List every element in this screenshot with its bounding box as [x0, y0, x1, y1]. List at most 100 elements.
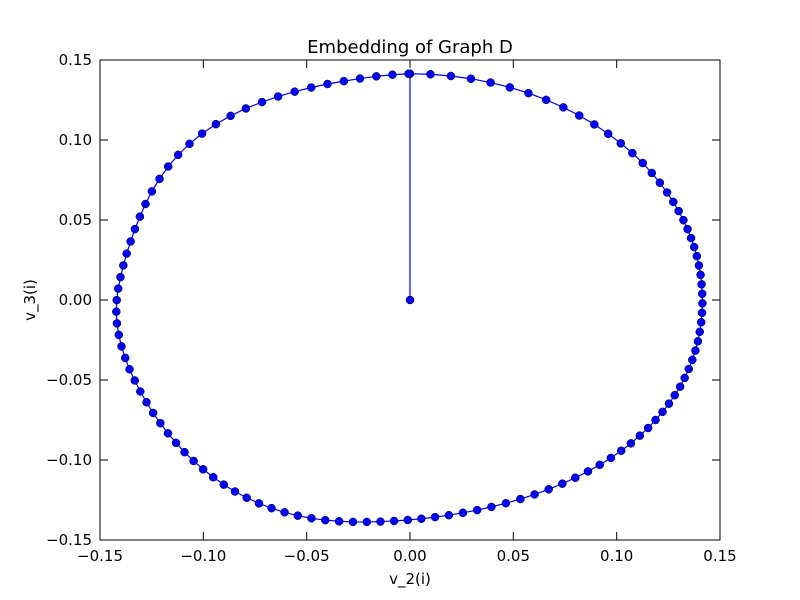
data-point	[156, 418, 165, 428]
x-tick-label: −0.10	[180, 547, 226, 565]
x-tick-label: 0.15	[703, 547, 736, 565]
y-tick-label: 0.15	[59, 51, 92, 69]
x-tick-label: −0.15	[77, 547, 123, 565]
data-point	[616, 139, 626, 148]
x-axis-label: v_2(i)	[389, 570, 431, 589]
data-point	[643, 423, 653, 433]
data-point	[501, 498, 511, 508]
data-point	[670, 390, 679, 400]
data-point	[280, 508, 289, 517]
data-point	[695, 327, 704, 337]
data-point	[417, 514, 426, 523]
data-point	[516, 494, 525, 504]
data-point	[684, 364, 694, 374]
data-point	[267, 503, 276, 513]
data-point	[126, 237, 135, 246]
data-point	[321, 515, 330, 525]
data-point	[388, 70, 397, 79]
axis-ticks	[99, 59, 721, 541]
data-point	[486, 78, 495, 87]
data-point	[404, 69, 413, 79]
data-point	[334, 517, 344, 526]
data-point	[189, 456, 198, 466]
data-point	[655, 178, 665, 187]
data-point	[575, 111, 584, 120]
data-point	[466, 74, 476, 83]
data-point	[120, 353, 130, 363]
data-point	[155, 174, 164, 184]
data-point	[606, 453, 616, 463]
data-point	[403, 515, 412, 525]
data-point	[141, 199, 150, 209]
data-point	[658, 407, 667, 417]
data-point	[487, 502, 496, 512]
y-tick-label: 0.00	[59, 291, 92, 309]
data-point	[163, 162, 173, 171]
y-tick-label: 0.05	[59, 211, 92, 229]
data-point	[697, 280, 706, 289]
data-point	[142, 397, 151, 407]
data-point	[689, 242, 699, 252]
data-point	[698, 299, 707, 308]
x-tick-label: 0.00	[393, 547, 426, 565]
data-point	[219, 480, 229, 489]
data-point	[696, 270, 705, 280]
data-point	[116, 272, 125, 282]
data-point	[559, 103, 568, 112]
data-point	[197, 129, 207, 138]
y-tick-label: 0.10	[59, 131, 92, 149]
data-point	[688, 355, 697, 365]
data-point	[669, 197, 678, 207]
data-point	[136, 387, 145, 396]
x-tick-label: −0.05	[284, 547, 330, 565]
data-point	[148, 408, 158, 418]
data-point	[458, 508, 468, 518]
data-point	[306, 83, 316, 92]
data-point	[674, 206, 683, 216]
data-point	[696, 317, 706, 327]
data-point	[230, 487, 240, 496]
data-point	[185, 139, 194, 149]
data-point	[307, 513, 316, 523]
data-point	[362, 517, 372, 527]
data-point	[647, 168, 657, 178]
data-point	[444, 510, 454, 520]
data-point	[113, 284, 123, 293]
data-point	[651, 415, 660, 425]
data-point	[590, 120, 599, 129]
data-point	[524, 88, 533, 98]
data-point	[530, 490, 539, 499]
axis-tick-labels: −0.15 −0.10 −0.05 0.00 0.05 0.10 0.15 −0.15 −0.1…	[46, 51, 737, 565]
y-axis-label: v_3(i)	[21, 279, 40, 321]
x-tick-label: 0.10	[600, 547, 633, 565]
data-point	[571, 473, 580, 483]
data-point	[211, 119, 221, 129]
data-point	[430, 512, 440, 522]
data-point	[680, 373, 689, 383]
data-point	[692, 251, 702, 261]
data-point	[119, 261, 128, 270]
y-tick-label: −0.15	[46, 531, 92, 549]
data-point	[125, 365, 134, 374]
data-point	[544, 485, 553, 494]
data-point	[686, 233, 696, 243]
data-point	[117, 342, 126, 351]
data-point	[446, 71, 456, 81]
data-point	[664, 399, 674, 408]
data-point	[209, 473, 218, 482]
data-point	[558, 479, 567, 488]
data-point	[257, 97, 267, 107]
data-point	[114, 330, 124, 340]
data-point	[372, 72, 381, 81]
data-point	[376, 517, 385, 526]
data-point	[293, 511, 303, 520]
data-point	[242, 493, 251, 503]
data-point	[638, 158, 647, 168]
data-point	[626, 439, 636, 448]
y-tick-label: −0.05	[46, 371, 92, 389]
data-point	[135, 212, 145, 221]
data-point	[628, 148, 637, 158]
data-point	[339, 76, 349, 86]
data-point	[171, 438, 181, 448]
y-tick-label: −0.10	[46, 451, 92, 469]
